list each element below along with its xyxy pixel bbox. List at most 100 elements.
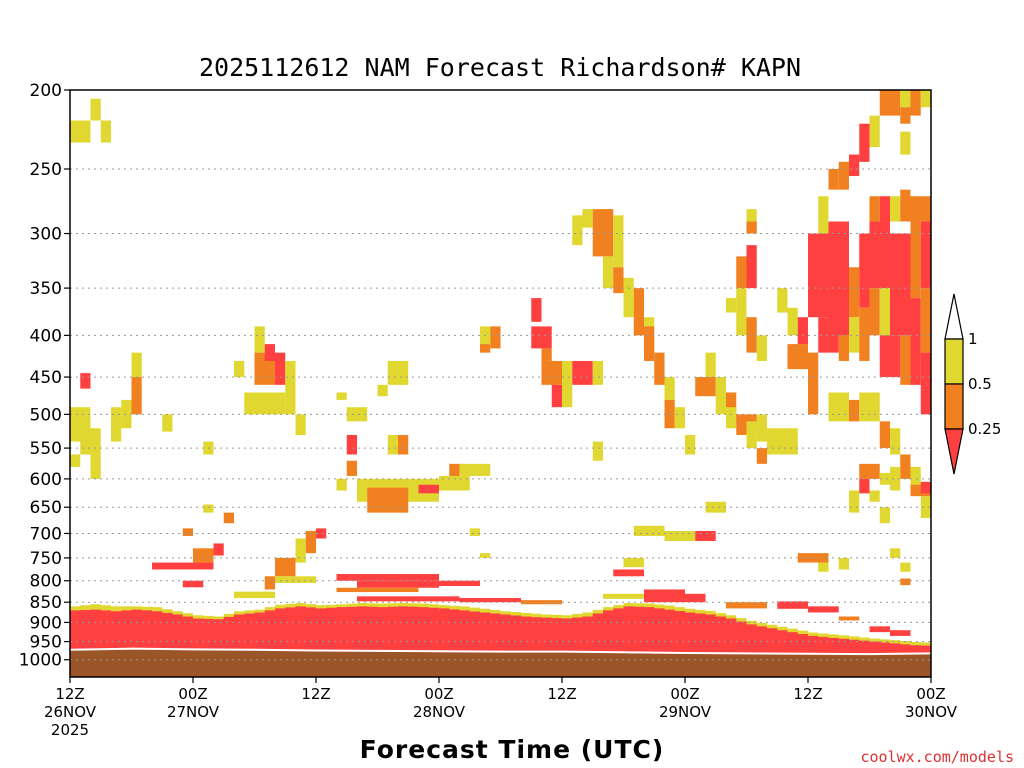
- ri-cell-yellow: [931, 196, 941, 288]
- plot-background: [70, 90, 931, 677]
- ri-cell-orange: [910, 196, 931, 222]
- ri-cell-yellow: [203, 504, 214, 513]
- ri-cell-yellow: [90, 98, 101, 121]
- ri-cell-orange: [849, 399, 860, 422]
- ri-cell-orange: [787, 344, 808, 370]
- ri-cell-orange: [910, 221, 921, 299]
- ri-cell-yellow: [818, 196, 829, 234]
- ri-cell-red: [613, 569, 644, 577]
- ri-cell-yellow: [746, 209, 757, 222]
- ri-streak-red: [152, 562, 214, 570]
- ri-streak-red: [418, 580, 480, 587]
- ri-cell-orange: [182, 528, 193, 536]
- ri-cell-orange: [838, 335, 849, 361]
- ri-cell-orange: [223, 512, 234, 524]
- legend-bin-0.5-1: [944, 338, 964, 385]
- legend-label: 0.25: [968, 420, 1001, 438]
- ri-cell-orange: [613, 267, 624, 294]
- ri-cell-orange: [541, 360, 562, 385]
- ri-cell-red: [346, 434, 357, 455]
- ri-cell-orange: [746, 317, 757, 353]
- ri-cell-yellow: [664, 377, 675, 400]
- ri-cell-red: [213, 543, 224, 556]
- ri-cell-orange: [193, 548, 214, 563]
- x-tick-label: 12Z: [55, 685, 84, 703]
- y-tick-label: 800: [30, 572, 62, 592]
- ri-cell-yellow: [562, 360, 573, 408]
- ri-cell-yellow: [746, 421, 757, 449]
- ri-cell-yellow: [900, 131, 911, 155]
- ri-cell-red: [572, 360, 593, 385]
- ri-cell-orange: [305, 530, 316, 554]
- x-tick-label: 26NOV: [44, 703, 97, 721]
- legend-bin-over-1: [944, 293, 964, 340]
- ri-cell-orange: [264, 576, 275, 590]
- ri-cell-yellow: [111, 407, 122, 442]
- ri-streak-orange: [336, 587, 419, 593]
- x-tick-label: 12Z: [301, 685, 330, 703]
- ri-cell-orange: [654, 352, 665, 385]
- legend-label: 0.5: [968, 375, 992, 393]
- ri-streak-yellow: [275, 576, 316, 583]
- ri-cell-yellow: [70, 120, 91, 143]
- ri-streak-red: [869, 626, 890, 633]
- ri-cell-orange: [131, 377, 142, 415]
- y-tick-label: 300: [30, 225, 62, 245]
- ri-cell-orange: [736, 256, 747, 289]
- ri-cell-red: [418, 484, 439, 494]
- ri-cell-yellow: [828, 392, 849, 422]
- x-tick-label: 27NOV: [167, 703, 220, 721]
- ri-cell-orange: [931, 513, 941, 529]
- ri-cell-yellow: [900, 562, 911, 572]
- x-tick-label: 12Z: [547, 685, 576, 703]
- ri-cell-yellow: [592, 360, 603, 385]
- x-tick-label: 28NOV: [413, 703, 466, 721]
- y-tick-label: 1000: [19, 651, 62, 671]
- ri-cell-yellow: [879, 472, 890, 485]
- ri-cell-orange: [695, 377, 716, 397]
- ri-cell-yellow: [613, 215, 624, 268]
- ri-cell-yellow: [387, 360, 409, 385]
- ri-cell-orange: [541, 348, 552, 361]
- ri-cell-orange: [633, 288, 644, 336]
- ri-cell-yellow: [931, 116, 941, 155]
- y-tick-label: 900: [30, 613, 62, 633]
- ri-streak-red: [357, 596, 460, 602]
- ri-cell-yellow: [664, 530, 696, 541]
- ri-streak-red: [890, 630, 911, 636]
- ri-cell-yellow: [592, 441, 603, 461]
- ri-cell-orange: [449, 463, 460, 479]
- x-tick-label: 30NOV: [905, 703, 958, 721]
- x-tick-label: 00Z: [916, 685, 945, 703]
- ri-cell-orange: [838, 161, 849, 190]
- legend-label: 1: [968, 330, 978, 348]
- ri-cell-yellow: [879, 507, 890, 524]
- ri-cell-yellow: [859, 392, 880, 422]
- ri-cell-orange: [900, 107, 911, 124]
- y-axis: 200 250 300 350 400 450 500 550 600 650 700 750 8008…: [19, 81, 70, 671]
- ri-cell-yellow: [603, 256, 614, 289]
- ri-cell-yellow: [756, 335, 767, 361]
- ri-cell-orange: [869, 196, 880, 222]
- ri-cell-yellow: [869, 115, 880, 148]
- ri-cell-orange: [869, 288, 880, 336]
- x-tick-label: 00Z: [670, 685, 699, 703]
- ri-cell-yellow: [849, 317, 860, 353]
- ri-cell-orange: [398, 434, 409, 455]
- ri-cell-yellow: [90, 454, 101, 479]
- ri-cell-yellow: [623, 557, 644, 568]
- ri-cell-red: [797, 317, 808, 345]
- ri-cell-red: [879, 196, 890, 222]
- ri-cell-red: [869, 221, 890, 289]
- ri-cell-red: [80, 373, 91, 389]
- ri-cell-yellow: [623, 277, 634, 318]
- ri-cell-red: [910, 298, 921, 385]
- ri-cell-yellow: [767, 428, 798, 455]
- ri-cell-red: [920, 481, 931, 494]
- ri-cell-orange: [900, 578, 911, 586]
- ri-cell-orange: [490, 326, 501, 349]
- ri-streak-red: [777, 601, 808, 609]
- ri-streak-red: [459, 598, 521, 603]
- ri-cell-yellow: [234, 360, 245, 378]
